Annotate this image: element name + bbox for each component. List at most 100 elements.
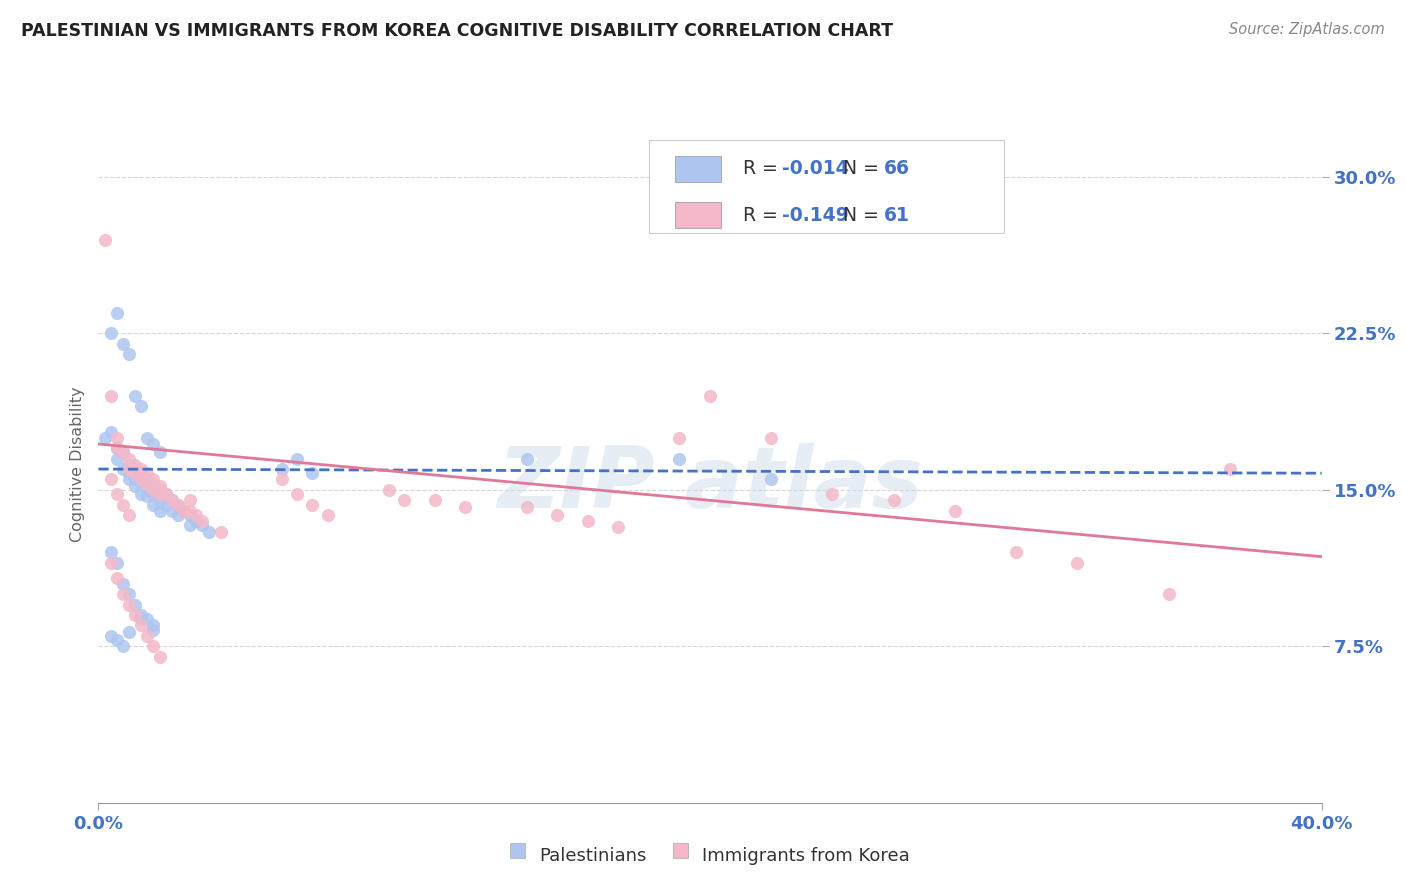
Point xyxy=(142,473,165,487)
Point xyxy=(160,493,183,508)
Point xyxy=(142,618,165,632)
Point xyxy=(285,487,308,501)
Point xyxy=(516,500,538,514)
Point xyxy=(378,483,401,497)
Point xyxy=(191,514,214,528)
Legend: Palestinians, Immigrants from Korea: Palestinians, Immigrants from Korea xyxy=(503,839,917,871)
Point xyxy=(100,326,122,341)
Y-axis label: Cognitive Disability: Cognitive Disability xyxy=(69,386,84,541)
Point xyxy=(111,587,134,601)
Point xyxy=(100,545,122,559)
Point xyxy=(155,487,177,501)
Point xyxy=(124,479,146,493)
Point xyxy=(699,389,721,403)
Point xyxy=(111,462,134,476)
Point xyxy=(136,629,159,643)
Point xyxy=(197,524,219,539)
Point xyxy=(136,473,159,487)
Point xyxy=(1066,556,1088,570)
Point xyxy=(105,441,128,455)
FancyBboxPatch shape xyxy=(648,140,1004,234)
Point xyxy=(111,445,134,459)
Point xyxy=(118,508,141,522)
Point xyxy=(316,508,339,522)
Point xyxy=(136,612,159,626)
Text: -0.149: -0.149 xyxy=(782,205,849,225)
Bar xyxy=(675,156,721,182)
Point xyxy=(149,445,172,459)
Point xyxy=(124,462,146,476)
Point xyxy=(546,508,568,522)
Point xyxy=(105,570,128,584)
Text: Source: ZipAtlas.com: Source: ZipAtlas.com xyxy=(1229,22,1385,37)
Point xyxy=(270,473,292,487)
Point xyxy=(100,629,122,643)
Point xyxy=(129,473,152,487)
Point xyxy=(124,467,146,481)
Point xyxy=(149,479,172,493)
Point xyxy=(105,556,128,570)
Point xyxy=(179,493,201,508)
Point xyxy=(454,500,477,514)
Point xyxy=(155,487,177,501)
Point xyxy=(149,487,172,501)
Point xyxy=(883,493,905,508)
Point xyxy=(160,504,183,518)
Point xyxy=(167,498,190,512)
Point xyxy=(136,431,159,445)
Point xyxy=(129,608,152,623)
Point xyxy=(111,337,134,351)
Point xyxy=(285,451,308,466)
Point xyxy=(668,451,690,466)
Point xyxy=(118,587,141,601)
Point xyxy=(516,451,538,466)
Point xyxy=(186,514,208,528)
Point xyxy=(821,487,844,501)
Point xyxy=(155,498,177,512)
Point xyxy=(105,305,128,319)
Point xyxy=(105,451,128,466)
Point xyxy=(668,431,690,445)
Point xyxy=(118,467,141,481)
Point xyxy=(149,493,172,508)
Point xyxy=(607,520,630,534)
Point xyxy=(136,467,159,481)
Point xyxy=(1219,462,1241,476)
Point xyxy=(423,493,446,508)
Point xyxy=(93,431,115,445)
Point xyxy=(142,437,165,451)
Point xyxy=(118,473,141,487)
Point xyxy=(392,493,416,508)
Point xyxy=(124,389,146,403)
Point xyxy=(136,489,159,503)
Text: R =: R = xyxy=(742,160,785,178)
Point xyxy=(301,498,323,512)
Point xyxy=(759,431,782,445)
Point xyxy=(142,483,165,497)
Point xyxy=(129,400,152,414)
Point xyxy=(100,425,122,439)
Point xyxy=(301,467,323,481)
Point xyxy=(129,618,152,632)
Point xyxy=(1004,545,1026,559)
Text: 66: 66 xyxy=(884,160,910,178)
Point xyxy=(129,487,152,501)
Point xyxy=(759,473,782,487)
Point xyxy=(118,458,141,472)
Point xyxy=(129,462,152,476)
Point xyxy=(1157,587,1180,601)
Point xyxy=(118,624,141,639)
Text: N =: N = xyxy=(844,160,886,178)
Point xyxy=(118,462,141,476)
Point xyxy=(136,476,159,491)
Text: 61: 61 xyxy=(884,205,910,225)
Text: -0.014: -0.014 xyxy=(782,160,849,178)
Point xyxy=(129,612,152,626)
Point xyxy=(270,462,292,476)
Point xyxy=(105,431,128,445)
Point xyxy=(100,556,122,570)
Point xyxy=(118,347,141,361)
Point xyxy=(142,623,165,637)
Point xyxy=(105,441,128,455)
Point xyxy=(149,483,172,497)
